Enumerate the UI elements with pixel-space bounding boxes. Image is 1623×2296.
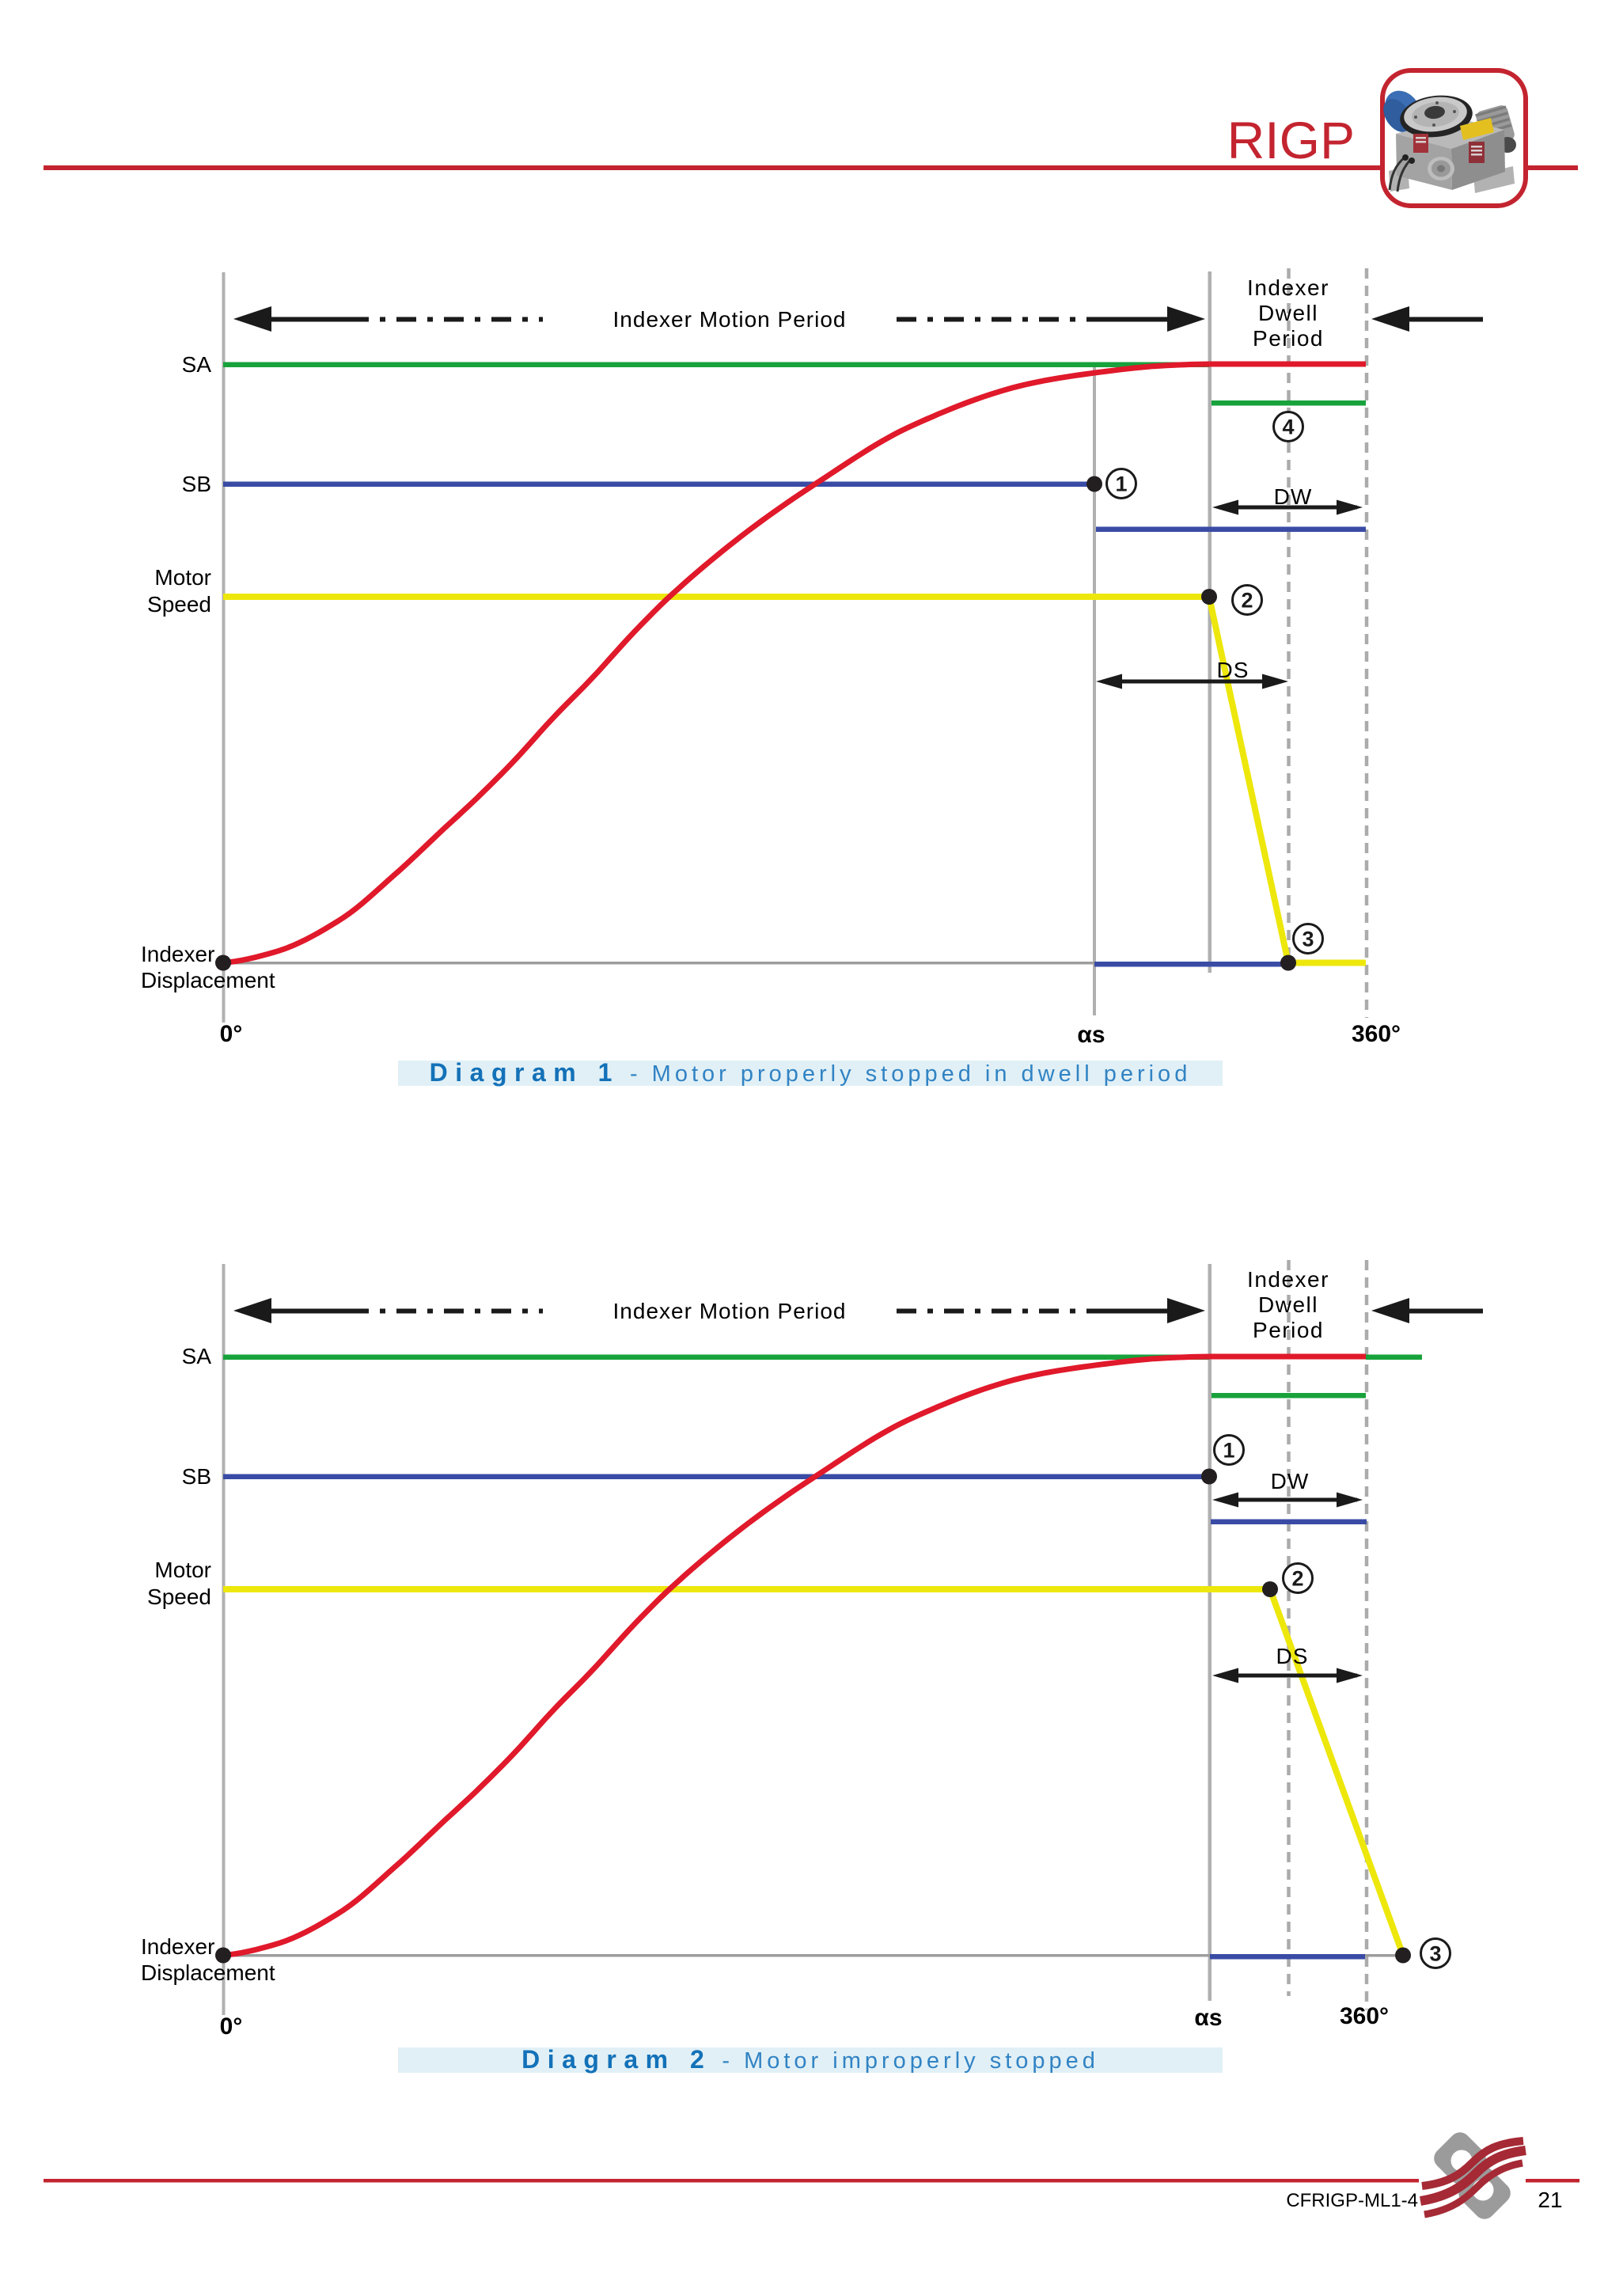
svg-text:Period: Period bbox=[1253, 1318, 1324, 1342]
svg-text:CFRIGP-ML1-4: CFRIGP-ML1-4 bbox=[1286, 2190, 1418, 2211]
svg-text:360°: 360° bbox=[1352, 1021, 1401, 1047]
svg-text:Speed: Speed bbox=[147, 1584, 211, 1609]
svg-text:Displacement: Displacement bbox=[141, 968, 275, 992]
svg-text:Indexer: Indexer bbox=[1247, 1267, 1329, 1292]
svg-text:Speed: Speed bbox=[147, 592, 211, 617]
svg-text:DW: DW bbox=[1271, 1469, 1310, 1493]
svg-text:Indexer: Indexer bbox=[141, 1934, 214, 1959]
svg-text:Motor: Motor bbox=[154, 565, 211, 590]
svg-text:Diagram 2 - Motor improperly s: Diagram 2 - Motor improperly stopped bbox=[521, 2045, 1099, 2074]
svg-text:Indexer Motion Period: Indexer Motion Period bbox=[613, 1299, 847, 1323]
svg-text:3: 3 bbox=[1429, 1942, 1441, 1966]
svg-text:0°: 0° bbox=[220, 2013, 243, 2040]
svg-text:SB: SB bbox=[182, 1464, 211, 1489]
svg-text:SA: SA bbox=[182, 352, 212, 377]
svg-text:Period: Period bbox=[1253, 326, 1324, 351]
svg-text:SA: SA bbox=[182, 1344, 212, 1368]
svg-text:4: 4 bbox=[1282, 416, 1294, 439]
svg-text:Indexer: Indexer bbox=[1247, 275, 1329, 300]
svg-text:Dwell: Dwell bbox=[1258, 301, 1318, 325]
svg-text:Diagram 1 - Motor properly sto: Diagram 1 - Motor properly stopped in dw… bbox=[430, 1058, 1192, 1087]
svg-text:Indexer Motion Period: Indexer Motion Period bbox=[613, 307, 847, 332]
svg-text:360°: 360° bbox=[1340, 2003, 1389, 2029]
svg-text:DS: DS bbox=[1276, 1644, 1309, 1668]
svg-text:RIGP: RIGP bbox=[1227, 111, 1355, 169]
svg-text:αs: αs bbox=[1194, 2005, 1222, 2031]
svg-text:DS: DS bbox=[1217, 658, 1249, 682]
svg-text:DW: DW bbox=[1274, 484, 1313, 509]
svg-text:Displacement: Displacement bbox=[141, 1960, 275, 1985]
svg-text:αs: αs bbox=[1077, 1022, 1105, 1048]
svg-text:SB: SB bbox=[182, 472, 211, 496]
svg-text:3: 3 bbox=[1302, 928, 1314, 951]
svg-text:1: 1 bbox=[1223, 1439, 1234, 1463]
svg-text:Dwell: Dwell bbox=[1258, 1292, 1318, 1317]
svg-text:1: 1 bbox=[1115, 472, 1127, 496]
svg-text:21: 21 bbox=[1538, 2188, 1562, 2212]
svg-text:2: 2 bbox=[1241, 589, 1253, 613]
svg-text:2: 2 bbox=[1291, 1567, 1303, 1591]
svg-text:Indexer: Indexer bbox=[141, 942, 214, 966]
svg-text:Motor: Motor bbox=[154, 1558, 211, 1582]
svg-text:0°: 0° bbox=[220, 1021, 243, 1047]
